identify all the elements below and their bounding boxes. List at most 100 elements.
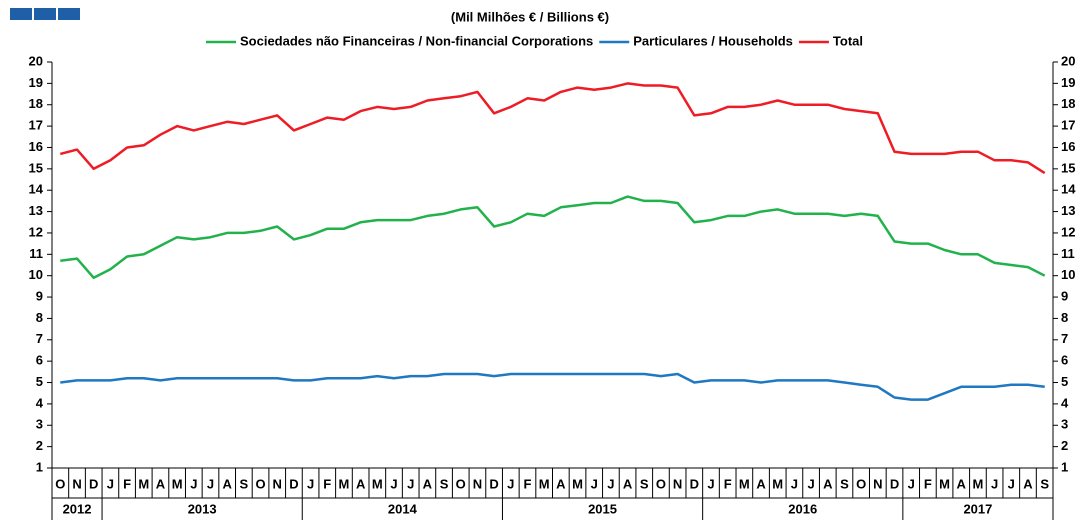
x-tick-label: A <box>623 476 633 491</box>
x-tick-label: F <box>523 476 531 491</box>
x-tick-label: O <box>255 476 265 491</box>
y-tick-label: 2 <box>36 438 43 453</box>
year-label: 2013 <box>188 501 217 516</box>
x-tick-label: J <box>591 476 598 491</box>
y-tick-label: 12 <box>1061 224 1075 239</box>
x-tick-label: J <box>991 476 998 491</box>
x-tick-label: M <box>572 476 583 491</box>
y-tick-label: 20 <box>1061 53 1075 68</box>
x-tick-label: M <box>939 476 950 491</box>
series-line <box>60 195 1046 280</box>
year-label: 2017 <box>963 501 992 516</box>
x-tick-label: A <box>423 476 433 491</box>
x-tick-label: M <box>138 476 149 491</box>
y-tick-label: 9 <box>1061 288 1068 303</box>
x-tick-label: O <box>656 476 666 491</box>
x-tick-label: O <box>55 476 65 491</box>
x-tick-label: N <box>273 476 282 491</box>
x-tick-label: D <box>890 476 899 491</box>
x-tick-label: A <box>356 476 366 491</box>
x-tick-label: F <box>724 476 732 491</box>
x-tick-label: D <box>489 476 498 491</box>
x-tick-label: D <box>690 476 699 491</box>
x-tick-label: M <box>339 476 350 491</box>
x-tick-label: J <box>1008 476 1015 491</box>
y-tick-label: 19 <box>1061 75 1075 90</box>
x-tick-label: N <box>673 476 682 491</box>
y-tick-label: 6 <box>1061 353 1068 368</box>
x-tick-label: J <box>807 476 814 491</box>
x-tick-label: J <box>791 476 798 491</box>
legend: Sociedades não Financeiras / Non-financi… <box>206 33 863 48</box>
x-tick-label: J <box>908 476 915 491</box>
y-tick-label: 11 <box>29 246 43 261</box>
y-tick-label: 15 <box>1061 160 1075 175</box>
y-tick-label: 4 <box>36 395 44 410</box>
y-tick-label: 3 <box>36 417 43 432</box>
x-tick-label: M <box>772 476 783 491</box>
series-line <box>60 372 1045 401</box>
x-tick-label: J <box>307 476 314 491</box>
logo-block <box>10 8 32 20</box>
legend-label: Particulares / Households <box>633 33 793 48</box>
x-tick-label: M <box>739 476 750 491</box>
legend-label: Sociedades não Financeiras / Non-financi… <box>240 33 593 48</box>
x-tick-label: A <box>756 476 766 491</box>
x-tick-label: S <box>1040 476 1049 491</box>
x-tick-label: N <box>873 476 882 491</box>
x-tick-label: A <box>823 476 833 491</box>
logo-block <box>58 8 80 20</box>
x-tick-label: J <box>707 476 714 491</box>
y-tick-label: 16 <box>29 139 43 154</box>
chart-title: (Mil Milhões € / Billions €) <box>451 9 609 24</box>
x-tick-label: J <box>390 476 397 491</box>
y-tick-label: 18 <box>29 96 43 111</box>
y-tick-label: 13 <box>1061 203 1075 218</box>
y-tick-label: 5 <box>36 374 43 389</box>
x-tick-label: J <box>107 476 114 491</box>
x-tick-label: M <box>539 476 550 491</box>
y-tick-label: 20 <box>29 53 43 68</box>
x-tick-label: F <box>323 476 331 491</box>
x-tick-label: O <box>456 476 466 491</box>
y-tick-label: 12 <box>29 224 43 239</box>
x-tick-label: D <box>289 476 298 491</box>
legend-label: Total <box>833 33 863 48</box>
x-tick-label: S <box>640 476 649 491</box>
x-tick-label: A <box>156 476 166 491</box>
x-tick-label: N <box>72 476 81 491</box>
x-tick-label: J <box>507 476 514 491</box>
y-tick-label: 15 <box>29 160 43 175</box>
logo-block <box>34 8 56 20</box>
x-tick-label: A <box>957 476 967 491</box>
y-tick-label: 1 <box>36 459 43 474</box>
y-tick-label: 4 <box>1061 395 1069 410</box>
y-tick-label: 17 <box>29 118 43 133</box>
y-tick-label: 5 <box>1061 374 1068 389</box>
x-tick-label: S <box>240 476 249 491</box>
series-line <box>59 82 1046 175</box>
year-label: 2014 <box>388 501 418 516</box>
x-tick-label: F <box>123 476 131 491</box>
x-tick-label: A <box>1023 476 1033 491</box>
x-tick-label: J <box>190 476 197 491</box>
x-tick-label: A <box>222 476 232 491</box>
x-tick-label: S <box>440 476 449 491</box>
y-tick-label: 8 <box>1061 310 1068 325</box>
y-tick-label: 11 <box>1061 246 1075 261</box>
year-label: 2012 <box>63 501 92 516</box>
x-tick-label: J <box>407 476 414 491</box>
x-tick-label: M <box>172 476 183 491</box>
y-tick-label: 18 <box>1061 96 1075 111</box>
x-tick-label: O <box>856 476 866 491</box>
x-tick-label: S <box>840 476 849 491</box>
x-tick-label: J <box>207 476 214 491</box>
y-tick-label: 1 <box>1061 459 1068 474</box>
y-tick-label: 8 <box>36 310 43 325</box>
y-tick-label: 19 <box>29 75 43 90</box>
y-tick-label: 7 <box>36 331 43 346</box>
x-tick-label: A <box>556 476 566 491</box>
y-tick-label: 16 <box>1061 139 1075 154</box>
x-tick-label: J <box>607 476 614 491</box>
